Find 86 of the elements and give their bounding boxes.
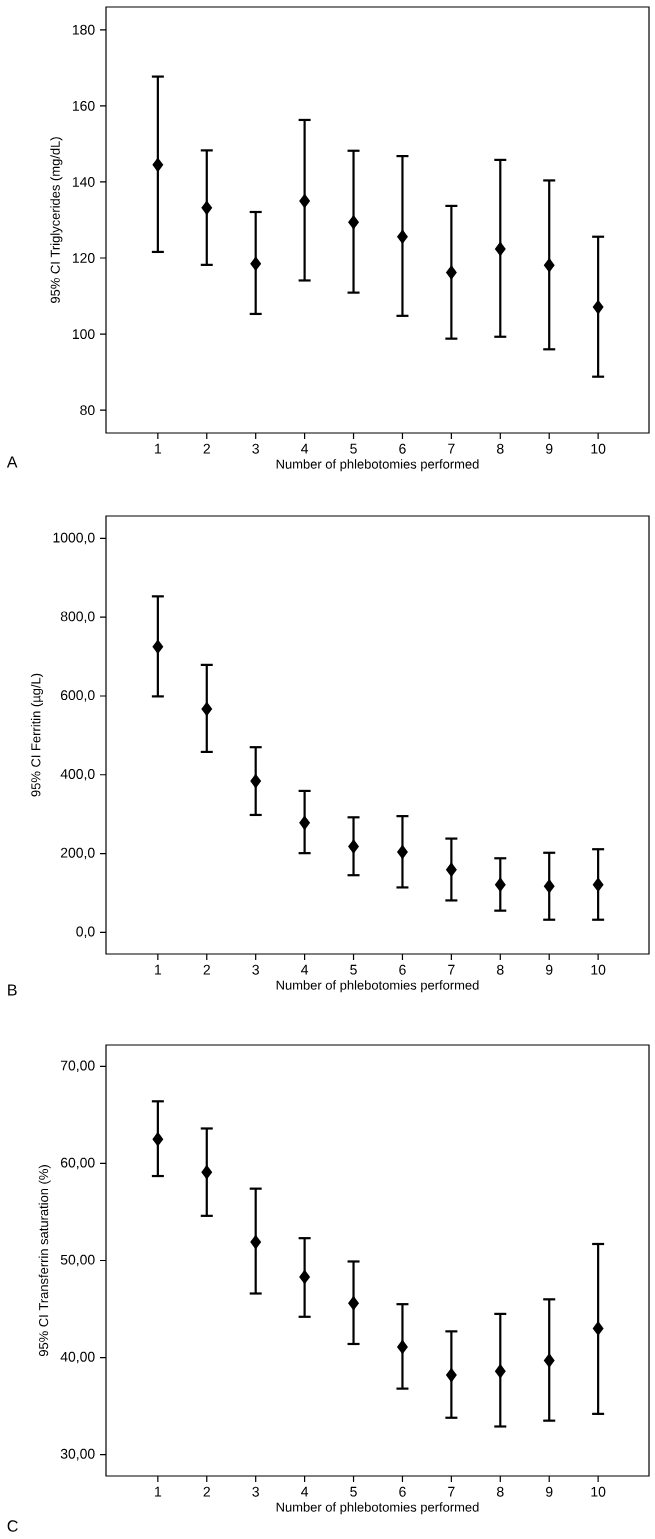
x-tick-label: 10 [591,443,606,454]
y-tick-label: 600,0 [60,690,95,702]
y-tick-label: 180 [72,24,95,35]
point [543,1353,555,1368]
y-tick-label: 30,00 [60,1448,95,1461]
x-tick-label: 7 [448,964,455,975]
point [201,201,212,215]
x-tick-label: 6 [399,964,406,975]
point [152,1132,164,1146]
x-tick-label: 9 [545,964,553,975]
point [592,300,604,314]
y-tick-label: 1000,0 [53,532,95,545]
y-tick-label: 0,0 [76,926,95,939]
x-axis-title: Number of phlebotomies performed [276,459,479,472]
point [152,158,164,172]
x-tick-label: 3 [252,964,259,975]
x-tick-label: 4 [301,964,309,975]
x-tick-label: 2 [203,443,210,454]
point [543,258,555,272]
x-tick-label: 4 [301,1486,309,1497]
point [397,230,408,244]
point [299,1270,310,1284]
y-axis-title: 95% CI Ferritin (µg/L) [30,673,43,797]
y-tick-label: 80 [80,405,95,416]
point [592,878,604,892]
y-tick-label: 100 [72,329,95,340]
x-tick-label: 6 [399,1486,406,1497]
x-axis-title: Number of phlebotomies performed [276,1502,479,1515]
y-tick-label: 140 [72,177,95,187]
point [446,265,457,280]
text: C [7,1520,18,1532]
x-tick-label: 1 [155,964,162,975]
y-axis-title: 95% CI Triglycerides (mg/dL) [50,137,63,303]
point [299,816,310,830]
x-tick-label: 2 [203,964,210,975]
point [201,1165,212,1179]
x-tick-label: 5 [350,964,357,975]
x-tick-label: 2 [203,1486,210,1497]
y-tick-label: 200,0 [60,847,95,860]
point [250,257,261,271]
point [446,863,457,877]
point [348,1296,359,1310]
point [299,194,310,208]
point [446,1368,457,1382]
x-tick-label: 9 [545,443,553,454]
x-tick-label: 10 [591,964,606,975]
point [250,774,261,788]
x-tick-label: 8 [497,443,504,454]
point [495,1364,506,1378]
x-axis-title: Number of phlebotomies performed [276,980,479,993]
point [495,242,506,256]
x-tick-label: 4 [301,443,309,454]
point [543,879,555,893]
point [397,845,408,859]
y-tick-label: 160 [72,100,95,111]
text: B [8,984,17,996]
x-tick-label: 8 [497,964,504,975]
x-tick-label: 3 [252,443,259,454]
point [592,1321,604,1336]
x-tick-label: 5 [350,443,357,454]
point [348,839,359,854]
x-tick-label: 1 [155,1486,162,1497]
point [397,1340,408,1354]
x-tick-label: 9 [545,1486,553,1497]
y-tick-label: 70,00 [60,1060,95,1073]
point [348,215,359,229]
point [152,640,164,654]
x-tick-label: 6 [399,443,406,454]
x-tick-label: 10 [591,1486,606,1497]
y-tick-label: 400,0 [60,769,95,781]
y-tick-label: 120 [72,253,95,263]
x-tick-label: 5 [350,1486,357,1497]
x-tick-label: 1 [155,443,162,454]
point [495,878,506,892]
y-axis-title: 95% CI Transferrin saturation (%) [38,1165,51,1357]
x-tick-label: 7 [448,1486,455,1497]
y-tick-label: 60,00 [60,1157,95,1170]
y-tick-label: 40,00 [60,1351,95,1364]
text: A [6,456,18,468]
y-tick-label: 800,0 [60,611,95,623]
point [201,702,212,716]
x-tick-label: 8 [497,1486,504,1497]
point [250,1235,261,1249]
y-tick-label: 50,00 [60,1254,95,1267]
x-tick-label: 3 [252,1486,259,1497]
x-tick-label: 7 [448,443,455,454]
